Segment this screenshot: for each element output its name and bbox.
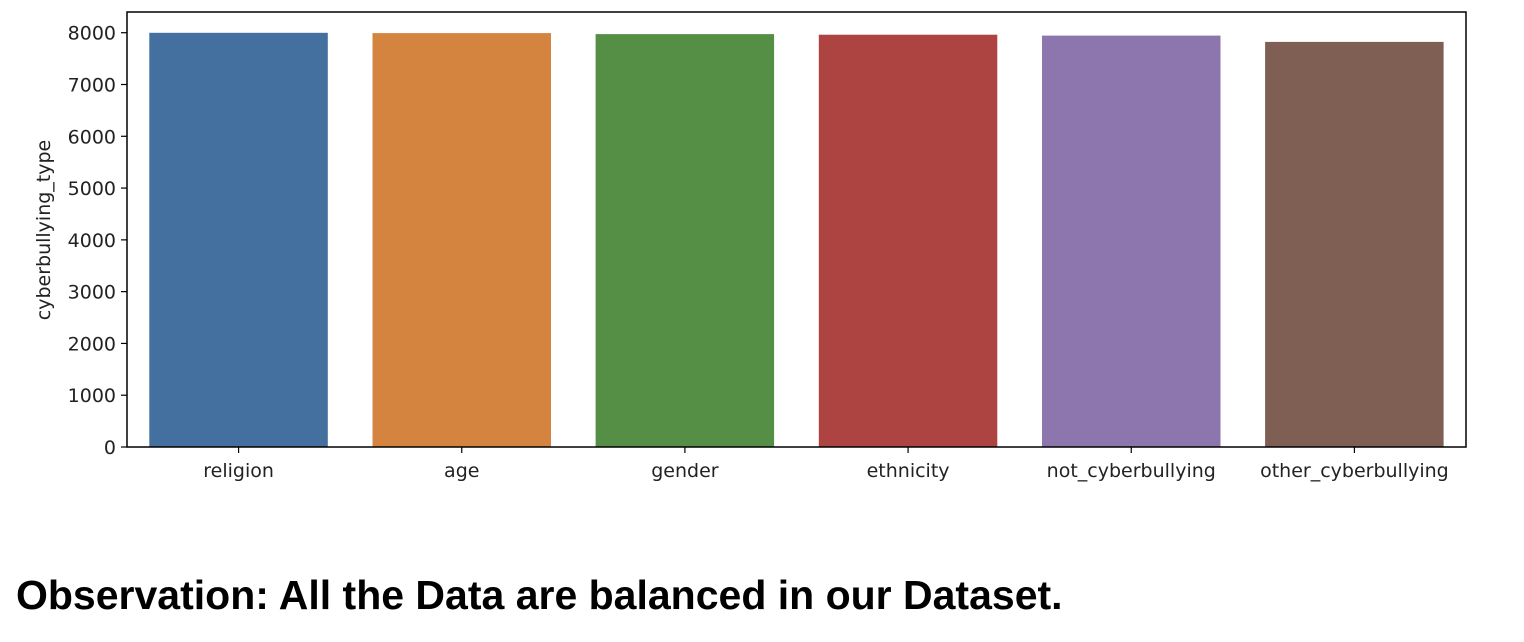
- y-axis-title: cyberbullying_type: [33, 140, 55, 320]
- y-tick-label: 1000: [68, 385, 116, 407]
- x-tick-label: gender: [651, 460, 719, 482]
- bar-not_cyberbullying: [1042, 35, 1221, 447]
- y-tick-label: 5000: [68, 178, 116, 200]
- bar-other_cyberbullying: [1265, 41, 1444, 448]
- bar-religion: [149, 32, 328, 448]
- x-tick-label: ethnicity: [867, 460, 950, 482]
- bar-gender: [595, 34, 775, 447]
- y-tick-label: 4000: [68, 230, 116, 252]
- y-tick-label: 2000: [68, 333, 116, 355]
- y-tick-label: 8000: [68, 23, 116, 45]
- plot-frame: [126, 11, 1467, 448]
- bars-group: [149, 32, 1444, 448]
- y-tick-label: 0: [104, 437, 116, 459]
- y-tick-label: 3000: [68, 282, 116, 304]
- x-tick-label: religion: [203, 460, 274, 482]
- bar-chart: 0 1000 2000 3000 4000 5000 6000 7000 8000 religi…: [33, 11, 1467, 482]
- x-tick-label: age: [444, 460, 479, 482]
- bar-age: [372, 33, 551, 447]
- y-tick-label: 7000: [68, 75, 116, 97]
- bar-ethnicity: [818, 34, 998, 447]
- x-tick-label: not_cyberbullying: [1047, 460, 1216, 482]
- y-axis: 0 1000 2000 3000 4000 5000 6000 7000 8000: [68, 23, 127, 459]
- observation-text: Observation: All the Data are balanced i…: [16, 572, 1063, 618]
- y-tick-label: 6000: [68, 126, 116, 148]
- x-tick-label: other_cyberbullying: [1260, 460, 1449, 482]
- x-axis: religion age gender ethnicity not_cyberbully…: [203, 447, 1449, 482]
